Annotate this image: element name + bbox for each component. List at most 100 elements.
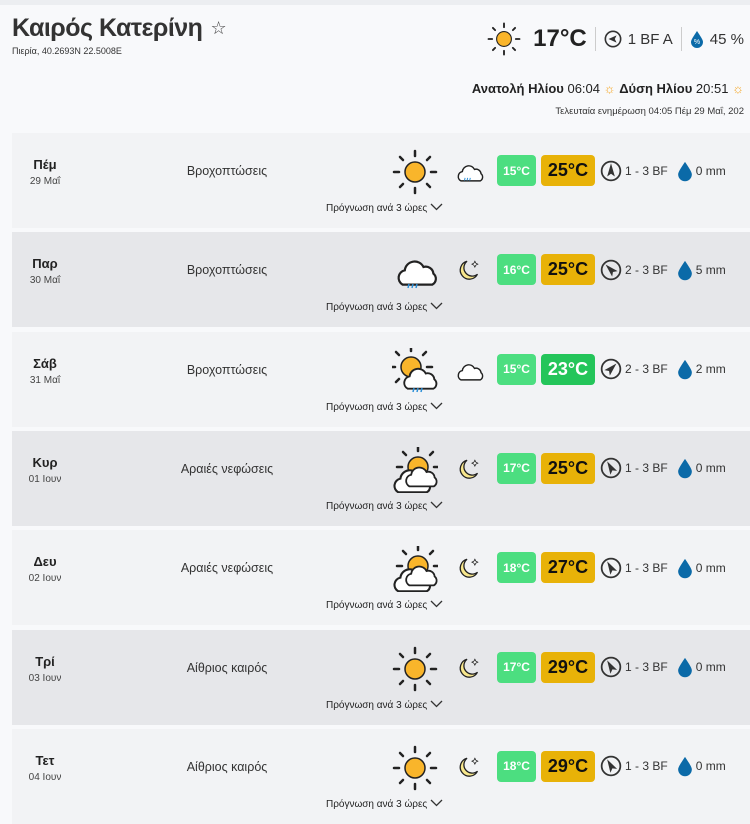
forecast-3h-label: Πρόγνωση ανά 3 ώρες (325, 798, 428, 810)
min-temp-badge: 17°C (497, 651, 536, 683)
forecast-3h-toggle[interactable]: Πρόγνωση ανά 3 ώρες (312, 501, 457, 512)
forecast-day-row: Σάβ 31 Μαΐ Βροχοπτώσεις 15°C 23°C 2 - 3 … (12, 331, 750, 427)
min-temp-badge: 16°C (497, 254, 536, 286)
sun-times: Ανατολή Ηλίου 06:04 ☼ Δύση Ηλίου 20:51 ☼ (472, 81, 744, 96)
max-temp-badge: 29°C (541, 750, 595, 782)
wind-info: 2 - 3 BF (600, 259, 668, 281)
max-temp-badge: 25°C (541, 254, 595, 286)
page-title: Καιρός Κατερίνη (12, 14, 203, 42)
condition-text: Βροχοπτώσεις (186, 263, 268, 278)
min-temp-badge: 15°C (497, 155, 536, 186)
min-temp-badge: 18°C (497, 552, 536, 584)
min-temp-badge: 18°C (497, 750, 536, 782)
precip-text: 5 mm (695, 262, 726, 277)
forecast-3h-label: Πρόγνωση ανά 3 ώρες (325, 302, 428, 314)
rain-drop-icon (677, 558, 692, 578)
precip-text: 2 mm (695, 362, 726, 377)
forecast-day-row: Πέμ 29 Μαΐ Βροχοπτώσεις 15°C 25°C 1 - 3 … (12, 133, 750, 228)
wind-text: 1 - 3 BF (625, 660, 668, 674)
precip-info: 5 mm (677, 259, 726, 281)
forecast-day-row: Τρί 03 Ιουν Αίθριος καιρός 17°C 29°C 1 -… (12, 629, 750, 725)
rain-drop-icon (677, 459, 692, 479)
day-date: 02 Ιουν (28, 573, 62, 585)
chevron-down-icon (430, 302, 443, 310)
current-conditions: 17°C 1 BF A % 45 % (487, 22, 744, 56)
day-stats: 17°C 25°C 1 - 3 BF 0 mm (497, 452, 726, 484)
cloud-rain-small-icon (457, 165, 484, 182)
min-temp-badge: 15°C (497, 353, 536, 385)
rain-drop-icon (677, 161, 692, 181)
forecast-3h-toggle[interactable]: Πρόγνωση ανά 3 ώρες (312, 302, 457, 313)
day-stats: 16°C 25°C 2 - 3 BF 5 mm (497, 254, 726, 286)
wind-text: 1 - 3 BF (625, 560, 668, 575)
precip-text: 0 mm (695, 660, 726, 674)
wind-info: 1 - 3 BF (600, 457, 668, 479)
wind-info: 2 - 3 BF (600, 358, 668, 380)
wind-direction-icon (600, 557, 622, 578)
sun-cloud-rain-icon (392, 347, 438, 392)
sun-cloud-icon (393, 446, 438, 493)
wind-direction-icon (600, 160, 622, 181)
wind-direction-icon (604, 30, 622, 48)
chevron-down-icon (430, 700, 443, 707)
day-name: Παρ (32, 256, 58, 272)
max-temp-badge: 25°C (541, 452, 595, 484)
forecast-3h-toggle[interactable]: Πρόγνωση ανά 3 ώρες (312, 799, 457, 810)
cloud-rain-icon (397, 260, 437, 289)
day-stats: 18°C 27°C 1 - 3 BF 0 mm (497, 552, 726, 584)
forecast-3h-toggle[interactable]: Πρόγνωση ανά 3 ώρες (312, 700, 457, 711)
forecast-3h-toggle[interactable]: Πρόγνωση ανά 3 ώρες (312, 402, 457, 413)
forecast-3h-label: Πρόγνωση ανά 3 ώρες (325, 203, 428, 214)
forecast-day-row: Παρ 30 Μαΐ Βροχοπτώσεις 16°C 25°C 2 - 3 … (12, 232, 750, 328)
sunrise-icon: ☼ (603, 81, 616, 96)
wind-text: 2 - 3 BF (625, 362, 668, 377)
day-date: 03 Ιουν (28, 672, 62, 684)
sun-icon (487, 22, 521, 56)
chevron-down-icon (430, 501, 443, 509)
precip-info: 2 mm (677, 358, 726, 380)
forecast-3h-label: Πρόγνωση ανά 3 ώρες (325, 500, 428, 512)
forecast-3h-toggle[interactable]: Πρόγνωση ανά 3 ώρες (312, 600, 457, 611)
day-date: 04 Ιουν (28, 771, 62, 783)
moon-icon (459, 459, 479, 479)
wind-text: 1 - 3 BF (625, 461, 668, 476)
day-date: 31 Μαΐ (29, 374, 61, 386)
moon-icon (459, 260, 479, 281)
precip-text: 0 mm (695, 560, 726, 575)
forecast-3h-label: Πρόγνωση ανά 3 ώρες (325, 699, 428, 711)
forecast-3h-toggle[interactable]: Πρόγνωση ανά 3 ώρες (312, 203, 457, 214)
sunset-label: Δύση Ηλίου (619, 81, 693, 96)
forecast-day-row: Κυρ 01 Ιουν Αραιές νεφώσεις 17°C 25°C 1 … (12, 430, 750, 526)
favorite-star-icon[interactable]: ☆ (210, 18, 227, 38)
day-stats: 18°C 29°C 1 - 3 BF 0 mm (497, 750, 726, 782)
sun-icon (392, 149, 438, 195)
day-name: Κυρ (32, 454, 58, 470)
wind-text: 2 - 3 BF (625, 262, 668, 277)
max-temp-badge: 27°C (541, 552, 595, 584)
sunrise-time: 06:04 (567, 81, 601, 96)
rain-drop-icon (677, 757, 692, 777)
wind-text: 1 - 3 BF (625, 759, 668, 774)
current-temp: 17°C (533, 25, 587, 52)
chevron-down-icon (430, 203, 443, 211)
precip-info: 0 mm (677, 656, 726, 678)
sun-icon (392, 646, 438, 691)
condition-text: Βροχοπτώσεις (186, 164, 268, 178)
moon-icon (459, 558, 479, 579)
forecast-3h-label: Πρόγνωση ανά 3 ώρες (325, 600, 428, 612)
day-stats: 15°C 23°C 2 - 3 BF 2 mm (497, 353, 726, 385)
wind-info: 1 - 3 BF (600, 656, 668, 678)
wind-info: 1 - 3 BF (600, 160, 668, 182)
moon-icon (459, 657, 479, 678)
day-name: Δευ (33, 554, 57, 570)
forecast-day-row: Δευ 02 Ιουν Αραιές νεφώσεις 18°C 27°C 1 … (12, 530, 750, 626)
precip-info: 0 mm (677, 160, 726, 182)
min-temp-badge: 17°C (497, 452, 536, 484)
forecast-3h-label: Πρόγνωση ανά 3 ώρες (325, 401, 428, 413)
forecast-day-row: Τετ 04 Ιουν Αίθριος καιρός 18°C 29°C 1 -… (12, 728, 750, 824)
condition-text: Αραιές νεφώσεις (180, 561, 274, 576)
day-date: 30 Μαΐ (29, 275, 61, 287)
max-temp-badge: 23°C (541, 353, 595, 385)
sun-cloud-icon (393, 546, 438, 593)
rain-drop-icon (677, 657, 692, 678)
